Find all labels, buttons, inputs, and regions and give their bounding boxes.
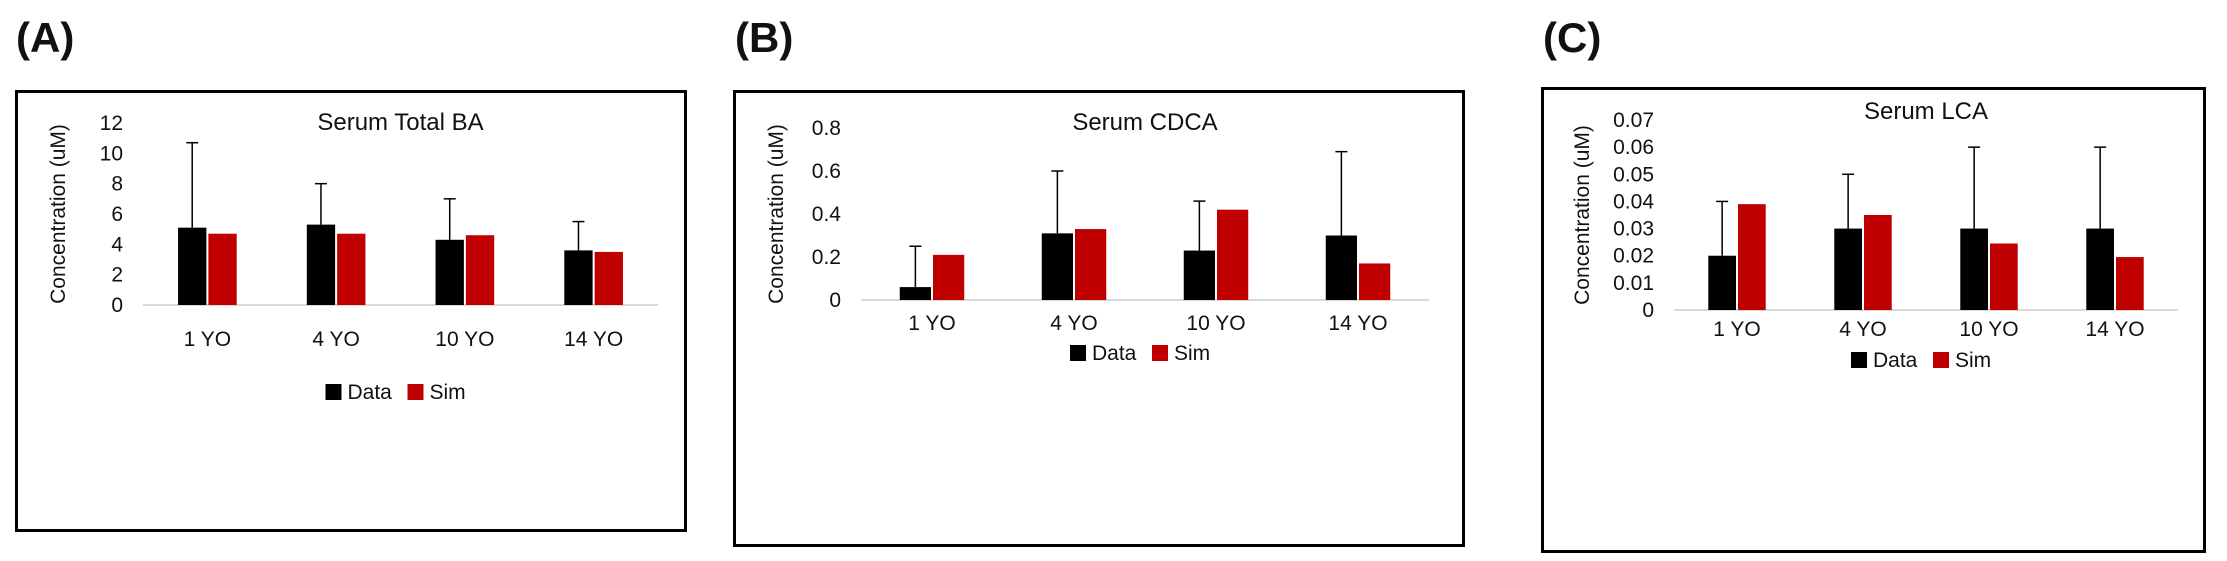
y-tick-label: 0.02: [1613, 245, 1654, 268]
x-tick-label: 10 YO: [435, 328, 494, 351]
y-axis-label: Concentration (uM): [47, 124, 70, 304]
panel-label-b: (B): [735, 14, 794, 61]
bar-data-4-yo: [306, 224, 336, 305]
y-tick-label: 0.04: [1613, 190, 1654, 213]
y-tick-label: 0: [111, 294, 123, 317]
bar-data-1-yo: [899, 287, 931, 300]
chart-title: Serum Total BA: [317, 109, 483, 136]
y-tick-label: 0.07: [1613, 109, 1654, 132]
x-tick-label: 1 YO: [1713, 318, 1760, 341]
y-tick-label: 0.2: [812, 246, 841, 269]
bar-sim-10-yo: [465, 235, 495, 305]
legend-swatch-sim: [1933, 352, 1949, 368]
bar-data-14-yo: [2086, 228, 2114, 310]
bar-sim-14-yo: [594, 251, 623, 305]
x-tick-label: 14 YO: [1328, 312, 1387, 335]
chart-svg: Serum Total BA Concentration (uM) 0 2 4 6 8 10 1…: [47, 109, 658, 404]
legend-swatch-sim: [407, 384, 424, 400]
bar-sim-14-yo: [2116, 257, 2144, 310]
chart-svg: Serum CDCA Concentration (uM) 0 0.2 0.4 0.6 0.…: [765, 109, 1429, 365]
chart-panel-cdca: Serum CDCA Concentration (uM) 0 0.2 0.4 0.6 0.…: [733, 90, 1465, 547]
bar-data-10-yo: [435, 239, 464, 305]
bar-data-10-yo: [1183, 250, 1215, 300]
bar-data-14-yo: [1325, 235, 1357, 300]
y-tick-label: 0.01: [1613, 272, 1654, 295]
bar-sim-1-yo: [1738, 204, 1766, 310]
x-tick-label: 4 YO: [312, 328, 359, 351]
legend-swatch-data: [1070, 345, 1086, 361]
bar-sim-4-yo: [1075, 229, 1107, 300]
legend-swatch-data: [1851, 352, 1867, 368]
x-tick-label: 1 YO: [908, 312, 955, 335]
bar-data-10-yo: [1960, 228, 1988, 310]
bar-data-4-yo: [1834, 228, 1862, 310]
bar-sim-4-yo: [1864, 215, 1892, 310]
y-tick-label: 6: [111, 203, 123, 226]
y-tick-label: 0: [829, 289, 841, 312]
legend-label-sim: Sim: [1174, 342, 1210, 365]
x-tick-label: 10 YO: [1959, 318, 2018, 341]
legend-swatch-sim: [1152, 345, 1168, 361]
chart-title: Serum CDCA: [1072, 109, 1217, 136]
y-tick-label: 0.03: [1613, 218, 1654, 241]
bar-data-14-yo: [564, 250, 593, 305]
legend-label-data: Data: [1873, 349, 1918, 372]
y-tick-label: 0.06: [1613, 136, 1654, 159]
legend-label-sim: Sim: [1955, 349, 1991, 372]
legend-label-sim: Sim: [430, 381, 466, 404]
bar-data-1-yo: [1708, 255, 1736, 310]
y-tick-label: 0.6: [812, 160, 841, 183]
panel-label-c: (C): [1543, 14, 1602, 61]
bar-sim-1-yo: [208, 233, 237, 305]
y-tick-label: 0.8: [812, 117, 841, 140]
bar-sim-4-yo: [337, 233, 366, 305]
bar-data-4-yo: [1041, 233, 1073, 300]
y-tick-label: 8: [111, 173, 123, 196]
bar-sim-10-yo: [1217, 209, 1249, 300]
bar-sim-1-yo: [933, 254, 965, 300]
bar-sim-10-yo: [1990, 243, 2018, 310]
y-axis-label: Concentration (uM): [765, 124, 788, 304]
x-tick-label: 1 YO: [184, 328, 231, 351]
y-tick-label: 12: [100, 112, 123, 135]
panel-label-a: (A): [16, 14, 75, 61]
bar-data-1-yo: [178, 227, 207, 305]
x-tick-label: 4 YO: [1839, 318, 1886, 341]
legend-label-data: Data: [1092, 342, 1137, 365]
bar-sim-14-yo: [1359, 263, 1391, 300]
y-axis-label: Concentration (uM): [1571, 125, 1594, 305]
y-tick-label: 0: [1642, 299, 1654, 322]
x-tick-label: 4 YO: [1050, 312, 1097, 335]
x-tick-label: 10 YO: [1186, 312, 1245, 335]
y-tick-label: 2: [111, 264, 123, 287]
legend-swatch-data: [325, 384, 342, 400]
chart-svg: Serum LCA Concentration (uM) 0 0.01 0.02 0.03…: [1571, 98, 2178, 372]
y-tick-label: 10: [100, 142, 123, 165]
y-tick-label: 0.05: [1613, 163, 1654, 186]
y-tick-label: 4: [111, 233, 123, 256]
chart-title: Serum LCA: [1864, 98, 1988, 125]
legend-label-data: Data: [348, 381, 393, 404]
x-tick-label: 14 YO: [2085, 318, 2144, 341]
y-tick-label: 0.4: [812, 203, 842, 226]
chart-panel-total-ba: Serum Total BA Concentration (uM) 0 2 4 6 8 10 1…: [15, 90, 687, 532]
x-tick-label: 14 YO: [564, 328, 623, 351]
chart-panel-lca: Serum LCA Concentration (uM) 0 0.01 0.02 0.03…: [1541, 87, 2206, 553]
